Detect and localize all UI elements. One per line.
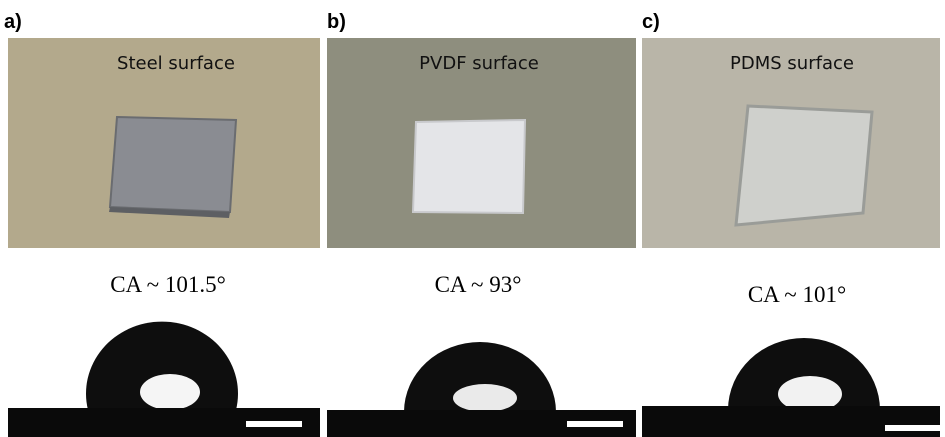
pvdf-sample xyxy=(413,120,525,213)
panel-label: a) xyxy=(4,11,22,33)
scale-bar xyxy=(567,421,623,427)
panel: c) PDMS surface CA ~ 101° xyxy=(642,11,940,437)
scale-bar xyxy=(246,421,302,427)
pdms-sample xyxy=(736,106,872,225)
panel: a) Steel surface CA ~ 101.5° xyxy=(4,11,320,437)
figure: a) Steel surface CA ~ 101.5° b) PVDF sur… xyxy=(0,0,945,437)
contact-angle: CA ~ 101.5° xyxy=(110,272,226,297)
contact-angle: CA ~ 93° xyxy=(435,272,522,297)
droplet-highlight xyxy=(453,384,517,412)
panel-label: c) xyxy=(642,11,660,33)
contact-angle: CA ~ 101° xyxy=(748,282,846,307)
panel-label: b) xyxy=(327,11,346,33)
droplet-highlight xyxy=(140,374,200,410)
steel-sample xyxy=(110,117,236,212)
scale-bar xyxy=(885,425,940,431)
panel: b) PVDF surface CA ~ 93° xyxy=(327,11,636,437)
photo-title: PDMS surface xyxy=(730,53,854,74)
photo-title: Steel surface xyxy=(117,53,235,74)
substrate xyxy=(642,406,940,437)
photo-title: PVDF surface xyxy=(419,53,539,74)
